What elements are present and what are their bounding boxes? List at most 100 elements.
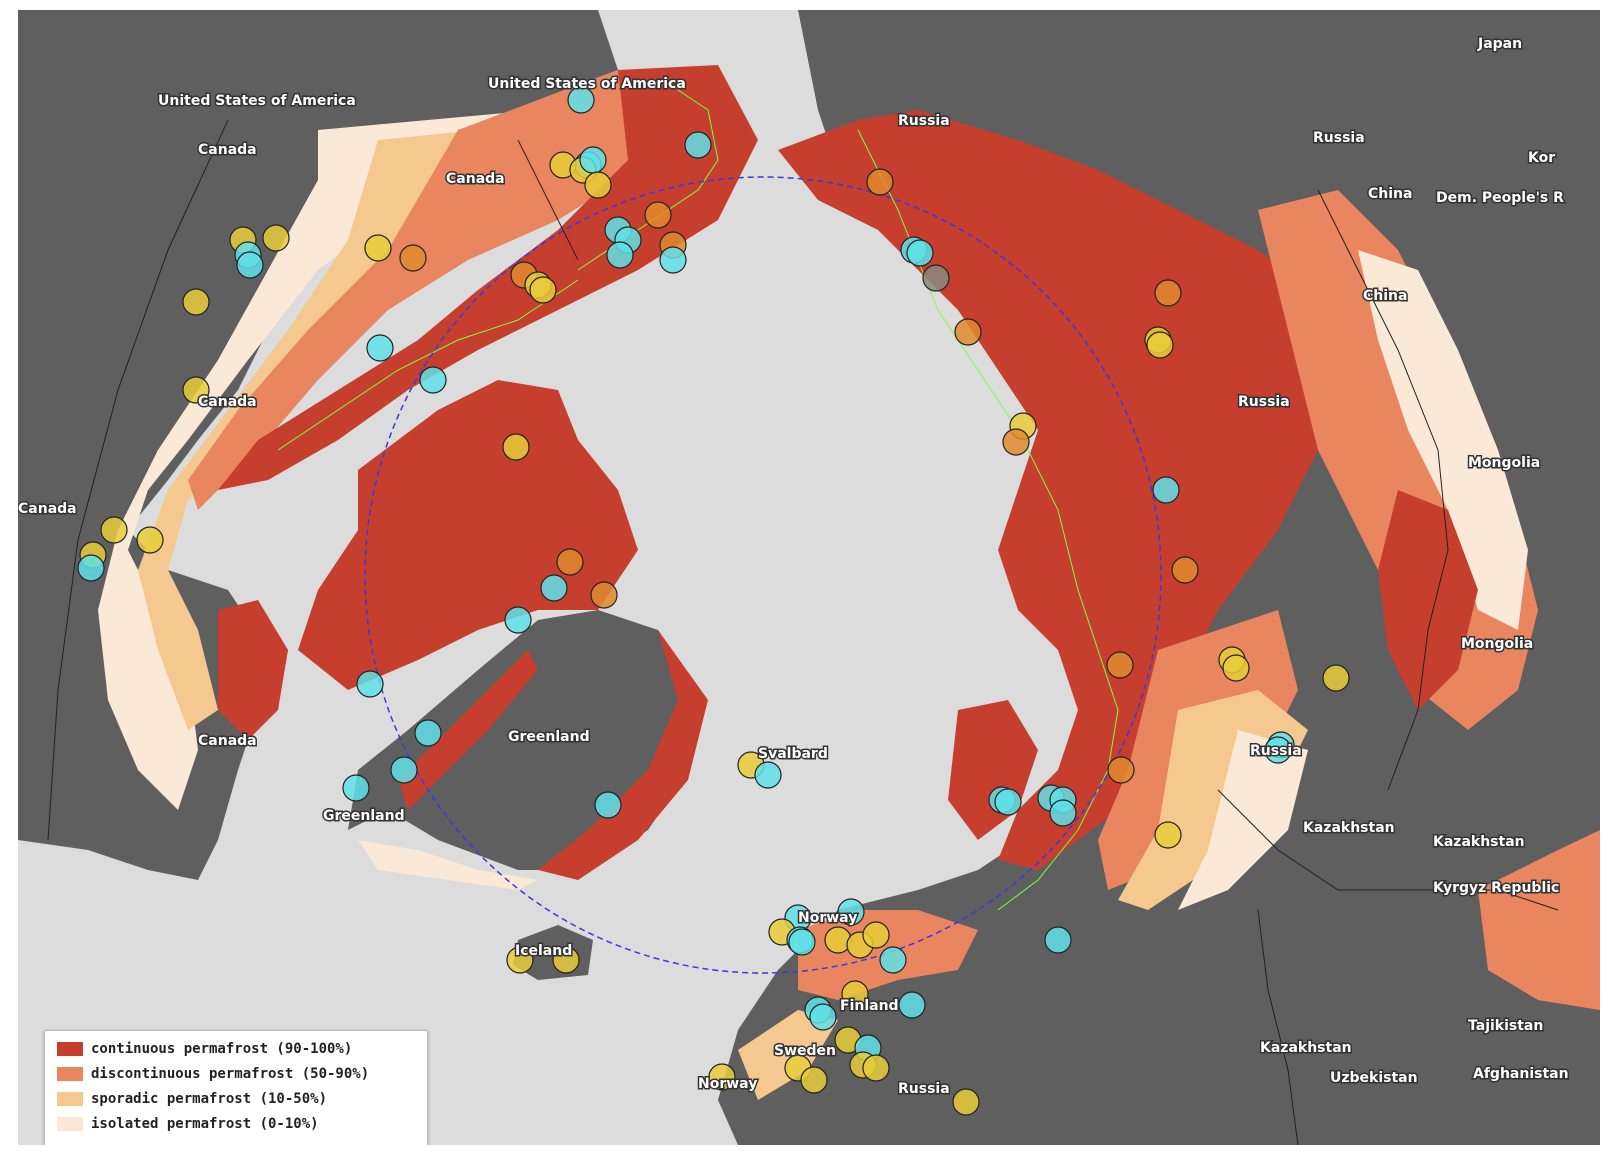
site-marker[interactable] (419, 366, 447, 394)
place-label: Japan (1477, 36, 1522, 52)
site-marker[interactable] (952, 1088, 980, 1116)
site-marker[interactable] (606, 241, 634, 269)
site-marker[interactable] (366, 334, 394, 362)
site-marker[interactable] (579, 146, 607, 174)
site-marker[interactable] (837, 898, 865, 926)
borders-layer (47, 89, 1559, 1145)
site-marker[interactable] (342, 774, 370, 802)
place-label: Finland (840, 998, 899, 1014)
site-marker[interactable] (590, 581, 618, 609)
site-marker[interactable] (1044, 926, 1072, 954)
site-marker[interactable] (504, 606, 532, 634)
site-marker[interactable] (1222, 654, 1250, 682)
site-marker[interactable] (994, 788, 1022, 816)
site-marker[interactable] (136, 526, 164, 554)
site-marker[interactable] (1171, 556, 1199, 584)
site-marker[interactable] (954, 318, 982, 346)
site-marker[interactable] (529, 276, 557, 304)
site-marker[interactable] (809, 1003, 837, 1031)
site-marker[interactable] (1154, 279, 1182, 307)
site-marker[interactable] (754, 761, 782, 789)
site-marker[interactable] (584, 171, 612, 199)
site-marker[interactable] (906, 239, 934, 267)
legend-swatch-sporadic (57, 1092, 83, 1106)
permafrost-map[interactable]: United States of America United States of… (18, 10, 1600, 1145)
scandinavia-sporadic (738, 1010, 838, 1100)
map-graticule (47, 119, 229, 841)
place-label: Norway (698, 1076, 757, 1092)
legend-label-sporadic: sporadic permafrost (10-50%) (91, 1091, 328, 1107)
site-marker[interactable] (866, 168, 894, 196)
siberia-continuous (778, 110, 1338, 870)
site-marker[interactable] (567, 86, 595, 114)
site-marker[interactable] (1322, 664, 1350, 692)
site-marker[interactable] (708, 1063, 736, 1091)
site-marker[interactable] (1152, 476, 1180, 504)
site-marker[interactable] (100, 516, 128, 544)
site-marker[interactable] (1107, 756, 1135, 784)
site-marker[interactable] (77, 554, 105, 582)
site-marker[interactable] (182, 288, 210, 316)
site-marker[interactable] (364, 234, 392, 262)
site-marker[interactable] (594, 791, 622, 819)
place-label: Svalbard (758, 746, 828, 762)
map-canvas: United States of America United States of… (18, 10, 1600, 1145)
site-marker[interactable] (684, 131, 712, 159)
asia-mountain-isolated (1358, 250, 1528, 630)
map-legend: continuous permafrost (90-100%) disconti… (44, 1030, 428, 1145)
site-marker[interactable] (1146, 331, 1174, 359)
site-marker[interactable] (1049, 799, 1077, 827)
site-marker[interactable] (552, 946, 580, 974)
canada-coast-green-2 (277, 279, 579, 451)
site-marker[interactable] (506, 946, 534, 974)
place-label: Russia (1250, 743, 1302, 759)
site-marker[interactable] (644, 201, 672, 229)
place-label: China (1363, 288, 1407, 304)
site-marker[interactable] (182, 376, 210, 404)
site-marker[interactable] (1154, 821, 1182, 849)
legend-label-continuous: continuous permafrost (90-100%) (91, 1041, 353, 1057)
site-marker[interactable] (502, 433, 530, 461)
place-label: Mongolia (1468, 455, 1540, 471)
legend-label-discontinuous: discontinuous permafrost (50-90%) (91, 1066, 370, 1082)
asia-border-3 (1257, 909, 1299, 1145)
site-marker[interactable] (879, 946, 907, 974)
site-marker[interactable] (862, 921, 890, 949)
place-label: Canada (198, 394, 257, 410)
site-marker[interactable] (788, 928, 816, 956)
site-marker[interactable] (390, 756, 418, 784)
place-label: Canada (198, 733, 257, 749)
place-label: Russia (898, 1081, 950, 1097)
site-marker[interactable] (841, 980, 869, 1008)
site-marker[interactable] (236, 251, 264, 279)
place-label: Iceland (515, 943, 572, 959)
place-label: Kor (1528, 150, 1555, 166)
legend-swatch-isolated (57, 1117, 83, 1131)
legend-item-continuous: continuous permafrost (90-100%) (57, 1039, 352, 1059)
site-marker[interactable] (399, 244, 427, 272)
us-canada-border (517, 139, 579, 261)
site-marker[interactable] (356, 670, 384, 698)
site-marker[interactable] (540, 574, 568, 602)
site-marker[interactable] (1264, 736, 1292, 764)
site-marker[interactable] (898, 991, 926, 1019)
site-marker[interactable] (262, 224, 290, 252)
site-marker[interactable] (922, 264, 950, 292)
site-marker[interactable] (800, 1066, 828, 1094)
na-isolated (98, 110, 578, 810)
markers-layer (77, 86, 1350, 1116)
site-marker[interactable] (659, 246, 687, 274)
na-continuous (218, 65, 758, 490)
site-marker[interactable] (556, 548, 584, 576)
legend-swatch-discontinuous (57, 1067, 83, 1081)
kazakh-mountain-discontinuous (1478, 830, 1600, 1010)
place-label: Dem. People's R (1436, 190, 1564, 206)
legend-item-discontinuous: discontinuous permafrost (50-90%) (57, 1064, 369, 1084)
place-label: Russia (1313, 130, 1365, 146)
site-marker[interactable] (1106, 651, 1134, 679)
place-label: Kazakhstan (1433, 834, 1525, 850)
site-marker[interactable] (862, 1054, 890, 1082)
site-marker[interactable] (414, 719, 442, 747)
site-marker[interactable] (1002, 428, 1030, 456)
place-label: Kazakhstan (1260, 1040, 1352, 1056)
